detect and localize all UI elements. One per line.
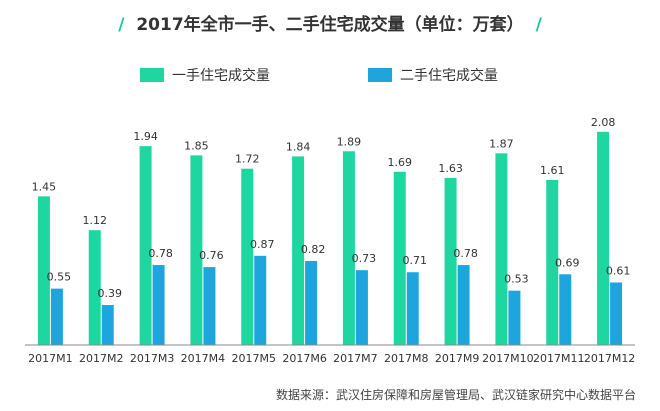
bar-second-6 [305,260,318,345]
x-tick-label-12: 2017M12 [584,352,635,365]
source-note: 数据来源：武汉住房保障和房屋管理局、武汉链家研究中心数据平台 [275,388,636,402]
data-label-second-11: 0.69 [555,256,580,269]
data-label-second-4: 0.76 [199,249,224,262]
bar-second-8 [406,272,419,345]
bar-new-12 [597,131,610,345]
data-label-new-7: 1.89 [337,135,362,148]
x-tick-label-3: 2017M3 [130,352,174,365]
data-label-second-3: 0.78 [148,247,173,260]
data-label-new-3: 1.94 [133,130,158,143]
chart-title: / 2017年全市一手、二手住宅成交量（单位：万套） / [0,10,660,35]
data-label-new-11: 1.61 [540,164,565,177]
data-label-second-8: 0.71 [403,254,428,267]
bar-new-4 [190,155,203,345]
data-label-new-9: 1.63 [438,162,463,175]
bar-new-7 [342,151,355,345]
legend: 一手住宅成交量 二手住宅成交量 [0,64,660,86]
data-label-second-6: 0.82 [301,243,326,256]
data-label-new-10: 1.87 [489,137,514,150]
x-tick-label-1: 2017M1 [28,352,72,365]
bar-second-12 [610,282,623,345]
bar-new-9 [444,177,457,345]
bar-second-3 [152,265,165,345]
x-tick-label-10: 2017M10 [482,352,533,365]
data-label-new-1: 1.45 [32,180,57,193]
bar-second-2 [101,305,114,345]
bar-new-10 [495,153,508,345]
bar-second-1 [50,288,63,345]
bar-second-5 [254,255,267,345]
x-tick-label-7: 2017M7 [333,352,377,365]
data-label-second-7: 0.73 [352,252,377,265]
bar-second-11 [559,274,572,345]
data-label-second-5: 0.87 [250,238,275,251]
x-tick-label-5: 2017M5 [232,352,276,365]
x-tick-label-2: 2017M2 [79,352,123,365]
bar-new-8 [393,171,406,345]
legend-item-second: 二手住宅成交量 [368,64,498,86]
bar-new-11 [546,179,559,345]
x-tick-label-6: 2017M6 [282,352,326,365]
chart-title-text: 2017年全市一手、二手住宅成交量（单位：万套） [136,15,524,35]
data-label-new-12: 2.08 [591,116,616,129]
data-label-new-8: 1.69 [388,156,413,169]
data-label-second-2: 0.39 [98,287,123,300]
data-label-new-4: 1.85 [184,139,209,152]
x-tick-label-11: 2017M11 [533,352,584,365]
legend-label-second: 二手住宅成交量 [400,68,498,84]
x-tick-label-8: 2017M8 [384,352,428,365]
data-label-second-10: 0.53 [504,273,529,286]
legend-label-new: 一手住宅成交量 [172,68,270,84]
bar-second-4 [203,267,216,345]
title-decoration-right: / [535,15,542,35]
x-tick-label-9: 2017M9 [435,352,479,365]
bar-second-9 [457,265,470,345]
bar-new-1 [37,196,50,345]
data-label-second-9: 0.78 [453,247,478,260]
bar-new-6 [292,156,305,345]
legend-item-new: 一手住宅成交量 [140,64,270,86]
legend-swatch-second [368,68,392,82]
x-tick-label-4: 2017M4 [181,352,225,365]
bar-new-5 [241,168,254,345]
bar-second-10 [508,290,521,345]
data-label-new-2: 1.12 [83,214,108,227]
data-label-second-12: 0.61 [606,264,631,277]
legend-swatch-new [140,68,164,82]
bar-new-3 [139,146,152,345]
data-label-new-5: 1.72 [235,153,260,166]
data-label-new-6: 1.84 [286,140,311,153]
bar-second-7 [355,270,368,345]
bar-new-2 [88,230,101,345]
title-decoration-left: / [118,15,125,35]
data-label-second-1: 0.55 [47,271,72,284]
